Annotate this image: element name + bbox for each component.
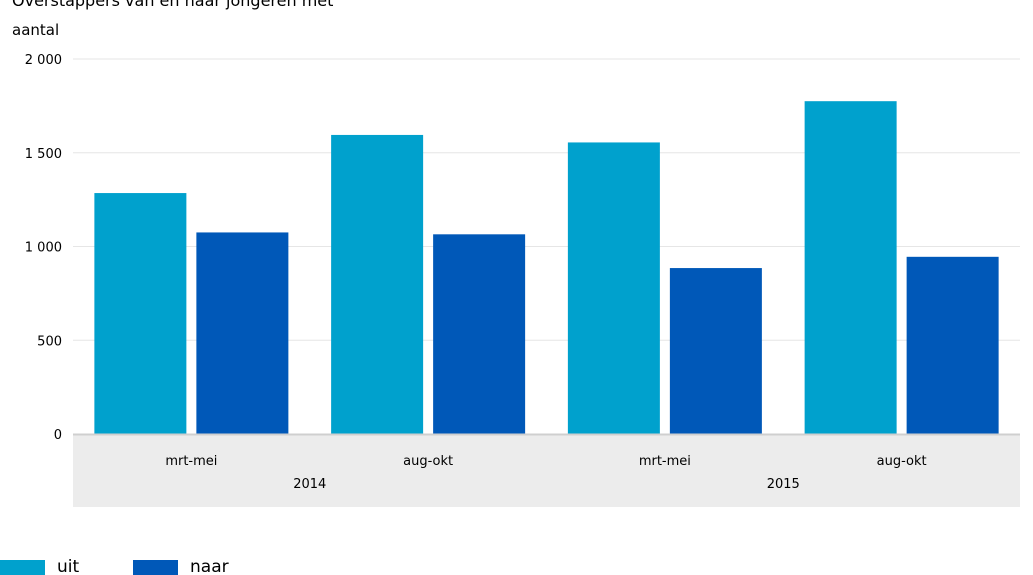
legend-swatch-naar (133, 560, 178, 575)
bar-uit-3 (804, 101, 897, 434)
x-tick-label: aug-okt (403, 454, 453, 469)
y-tick-label: 0 (54, 428, 62, 443)
chart-title-fragment: Overstappers van en naar jongeren met (12, 0, 334, 10)
legend-swatch-uit (0, 560, 45, 575)
bar-naar-1 (433, 234, 526, 434)
bar-uit-1 (331, 134, 424, 434)
x-tick-label: mrt-mei (639, 454, 691, 469)
y-axis-label: aantal (12, 21, 59, 39)
bar-naar-2 (669, 268, 762, 434)
legend-label: uit (57, 557, 79, 575)
x-group-label: 2014 (293, 477, 326, 492)
x-tick-label: mrt-mei (165, 454, 217, 469)
x-group-label: 2015 (767, 477, 800, 492)
bar-naar-0 (196, 232, 289, 434)
legend-label: naar (190, 557, 229, 575)
category-axis-band (73, 435, 1020, 507)
y-tick-label: 500 (37, 334, 62, 349)
bar-naar-3 (906, 256, 999, 434)
x-tick-label: aug-okt (877, 454, 927, 469)
y-tick-label: 1 500 (25, 147, 62, 162)
y-tick-label: 2 000 (25, 53, 62, 68)
bar-uit-0 (94, 193, 187, 434)
bar-uit-2 (567, 142, 660, 434)
y-tick-label: 1 000 (25, 241, 62, 256)
